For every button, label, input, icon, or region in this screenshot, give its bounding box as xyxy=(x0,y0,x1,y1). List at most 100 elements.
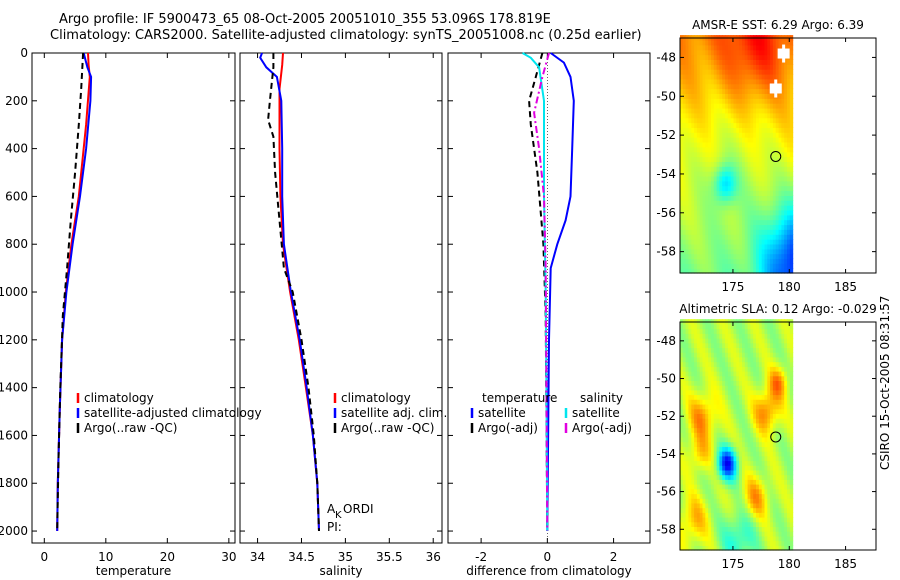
heatmap-cell xyxy=(727,98,732,104)
heatmap-cell xyxy=(775,394,780,400)
heatmap-cell xyxy=(719,338,723,344)
heatmap-cell xyxy=(756,465,760,471)
heatmap-cell xyxy=(727,122,732,128)
heatmap-cell xyxy=(730,268,735,274)
heatmap-cell xyxy=(767,361,771,367)
heatmap-cell xyxy=(725,156,729,162)
heatmap-cell xyxy=(691,161,695,167)
heatmap-cell xyxy=(722,151,726,158)
heatmap-cell xyxy=(719,248,723,255)
heatmap-cell xyxy=(708,427,712,433)
heatmap-cell xyxy=(787,451,791,457)
heatmap-cell xyxy=(750,175,754,182)
heatmap-cell xyxy=(725,151,729,158)
heatmap-cell xyxy=(753,436,757,443)
heatmap-cell xyxy=(713,185,718,192)
heatmap-cell xyxy=(739,49,743,56)
heatmap-cell xyxy=(767,422,771,429)
heatmap-cell xyxy=(742,479,746,485)
heatmap-cell xyxy=(784,83,788,90)
heatmap-cell xyxy=(787,375,791,381)
heatmap-cell xyxy=(725,404,729,410)
heatmap-cell xyxy=(744,404,749,410)
heatmap-cell xyxy=(767,342,771,348)
heatmap-cell xyxy=(770,214,774,221)
heatmap-cell xyxy=(789,338,794,344)
heatmap-cell xyxy=(733,399,737,405)
heatmap-cell xyxy=(764,460,768,466)
heatmap-cell xyxy=(682,190,687,196)
heatmap-cell xyxy=(713,127,718,133)
heatmap-cell xyxy=(753,224,757,230)
heatmap-cell xyxy=(761,356,766,363)
heatmap-cell xyxy=(778,342,782,348)
heatmap-cell xyxy=(784,408,788,414)
heatmap-cell xyxy=(708,248,712,255)
heatmap-cell xyxy=(680,342,684,348)
heatmap-cell xyxy=(744,268,749,274)
heatmap-cell xyxy=(719,380,723,386)
heatmap-cell xyxy=(781,83,785,90)
heatmap-cell xyxy=(719,78,723,85)
heatmap-cell xyxy=(725,224,729,230)
heatmap-cell xyxy=(772,209,777,216)
heatmap-cell xyxy=(713,117,718,124)
heatmap-cell xyxy=(744,460,749,466)
heatmap-cell xyxy=(775,451,780,457)
heatmap-cell xyxy=(696,190,701,196)
heatmap-cell xyxy=(787,474,791,480)
heatmap-cell xyxy=(696,328,701,334)
heatmap-cell xyxy=(705,493,709,499)
heatmap-cell xyxy=(742,239,746,245)
heatmap-cell xyxy=(775,413,780,419)
heatmap-cell xyxy=(688,375,692,381)
heatmap-cell xyxy=(733,488,737,495)
heatmap-cell xyxy=(747,399,751,405)
heatmap-cell xyxy=(708,356,712,363)
heatmap-cell xyxy=(736,98,740,104)
heatmap-cell xyxy=(784,479,788,485)
heatmap-cell xyxy=(775,234,780,240)
heatmap-cell xyxy=(722,361,726,367)
heatmap-cell xyxy=(767,432,771,438)
heatmap-cell xyxy=(708,484,712,490)
heatmap-cell xyxy=(682,243,687,250)
heatmap-cell xyxy=(694,200,698,206)
heatmap-cell xyxy=(789,479,794,485)
heatmap-cell xyxy=(744,342,749,348)
heatmap-cell xyxy=(725,73,729,80)
heatmap-cell xyxy=(761,175,766,182)
heatmap-cell xyxy=(708,83,712,90)
heatmap-cell xyxy=(775,465,780,471)
heatmap-cell xyxy=(688,117,692,124)
heatmap-cell xyxy=(688,526,692,532)
heatmap-cell xyxy=(772,132,777,138)
heatmap-cell xyxy=(764,268,768,274)
heatmap-cell xyxy=(739,413,743,419)
heatmap-cell xyxy=(702,107,706,114)
heatmap-cell xyxy=(764,488,768,495)
heatmap-cell xyxy=(739,234,743,240)
heatmap-cell xyxy=(716,69,720,75)
heatmap-cell xyxy=(705,413,709,419)
heatmap-cell xyxy=(747,408,751,414)
heatmap-cell xyxy=(699,195,704,201)
heatmap-cell xyxy=(730,219,735,226)
heatmap-cell xyxy=(688,243,692,250)
heatmap-cell xyxy=(770,175,774,182)
heatmap-cell xyxy=(778,243,782,250)
heatmap-cell xyxy=(789,122,794,128)
heatmap-cell xyxy=(772,375,777,381)
heatmap-cell xyxy=(787,166,791,172)
heatmap-cell xyxy=(680,78,684,85)
heatmap-cell xyxy=(756,73,760,80)
heatmap-cell xyxy=(702,465,706,471)
heatmap-cell xyxy=(756,205,760,211)
heatmap-cell xyxy=(696,484,701,490)
heatmap-cell xyxy=(747,422,751,429)
heatmap-cell xyxy=(680,64,684,70)
heatmap-cell xyxy=(733,385,737,391)
heatmap-cell xyxy=(750,44,754,51)
heatmap-cell xyxy=(756,263,760,269)
heatmap-cell xyxy=(772,512,777,518)
